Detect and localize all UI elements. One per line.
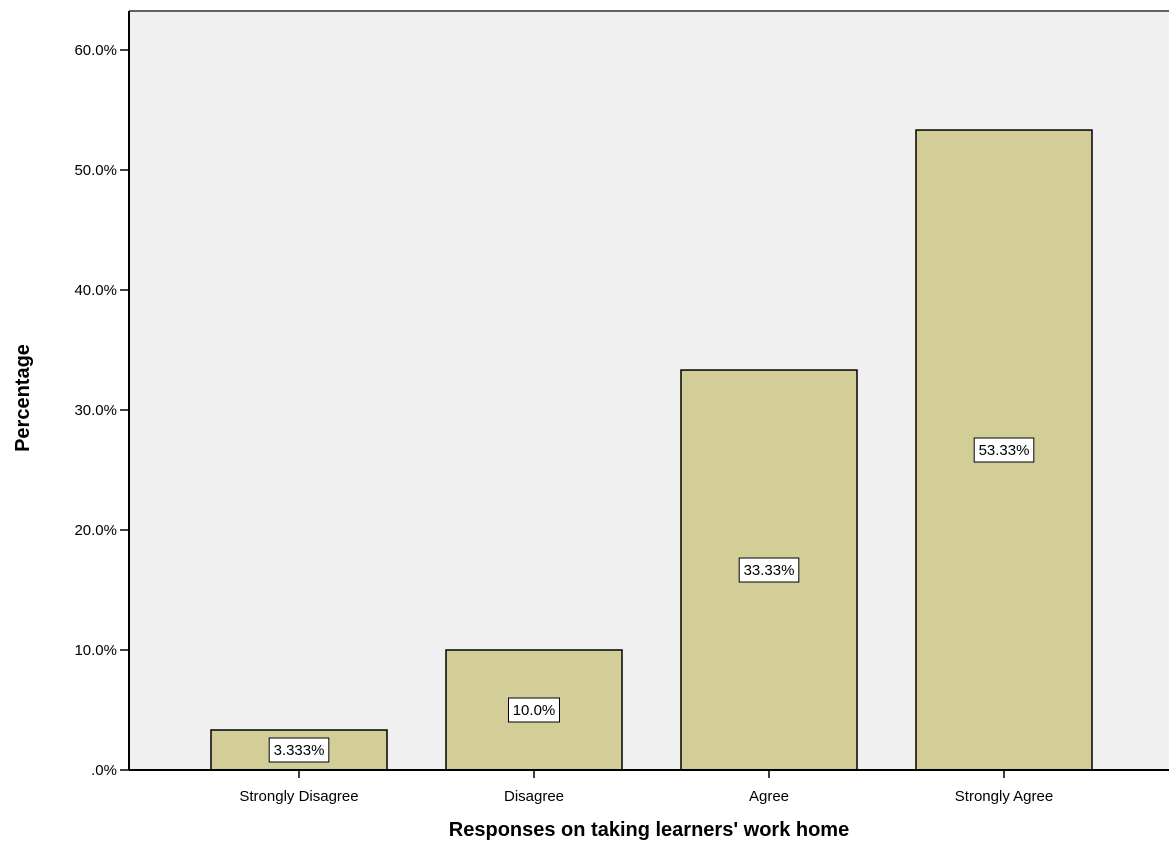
x-tick-label: Agree	[749, 788, 789, 805]
data-label-box	[973, 437, 1035, 463]
data-label: 10.0%	[513, 702, 556, 719]
y-tick-label: 50.0%	[74, 162, 117, 179]
y-tick-label: 40.0%	[74, 282, 117, 299]
data-label: 3.333%	[274, 742, 325, 759]
y-tick-label: 20.0%	[74, 522, 117, 539]
y-tick-label: 30.0%	[74, 402, 117, 419]
x-tick-label: Disagree	[504, 788, 564, 805]
data-label-box	[508, 697, 560, 723]
x-axis-title: Responses on taking learners' work home	[449, 819, 849, 841]
data-label-box	[738, 557, 800, 583]
x-axis: Strongly Disagree Disagree Agree Strongly A…	[129, 769, 1169, 805]
x-tick-label: Strongly Agree	[955, 788, 1053, 805]
bars-group: 3.333% 10.0% 33.33% 53.33%	[210, 129, 1093, 771]
data-label: 53.33%	[979, 442, 1030, 459]
y-tick-label: 60.0%	[74, 42, 117, 59]
data-label-box	[268, 737, 330, 763]
y-tick-label: 10.0%	[74, 642, 117, 659]
x-tick-label: Strongly Disagree	[239, 788, 358, 805]
data-label: 33.33%	[744, 562, 795, 579]
y-tick-label: .0%	[91, 762, 117, 779]
y-axis-title: Percentage	[12, 344, 34, 452]
y-axis: .0% 10.0% 20.0% 30.0% 40.0% 50.0% 60.0%	[74, 10, 1169, 779]
